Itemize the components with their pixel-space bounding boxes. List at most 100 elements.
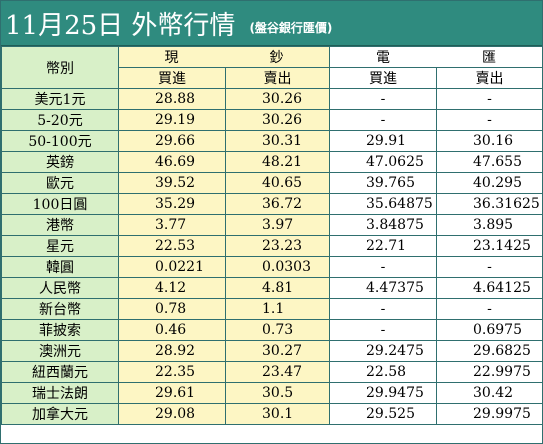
wire-buy-cell: 29.525 bbox=[329, 403, 437, 425]
cash-buy-cell: 0.46 bbox=[118, 319, 226, 341]
wire-sell-cell: 40.295 bbox=[436, 172, 543, 194]
table-row: 星元 22.53 23.23 22.71 23.1425 bbox=[1, 235, 543, 257]
table-row: 紐西蘭元 22.35 23.47 22.58 22.9975 bbox=[1, 361, 543, 383]
table-row: 菲披索 0.46 0.73-0.6975 bbox=[1, 319, 543, 341]
wire-group-label-1: 電 bbox=[376, 50, 390, 66]
page-title: 11月25日 外幣行情 bbox=[5, 10, 236, 41]
cash-sell-cell: 0.0303 bbox=[225, 256, 330, 278]
currency-name-cell: 100日圓 bbox=[1, 193, 119, 215]
wire-sell-header: 賣出 bbox=[436, 67, 543, 89]
cash-group-label-1: 現 bbox=[164, 50, 179, 66]
table-row: 5-20元 29.19 30.26- - bbox=[1, 109, 543, 131]
cash-group-label-2: 鈔 bbox=[269, 50, 284, 66]
cash-buy-cell: 46.69 bbox=[118, 151, 226, 173]
cash-sell-cell: 36.72 bbox=[225, 193, 330, 215]
wire-sell-cell: - bbox=[436, 88, 543, 110]
table-row: 新台幣 0.78 1.1- - bbox=[1, 298, 543, 320]
wire-buy-cell: 29.91 bbox=[329, 130, 437, 152]
wire-buy-cell: 29.9475 bbox=[329, 382, 437, 404]
table-row: 人民幣 4.12 4.81 4.47375 4.64125 bbox=[1, 277, 543, 299]
cash-sell-cell: 30.1 bbox=[225, 403, 330, 425]
wire-sell-cell: 36.31625 bbox=[436, 193, 543, 215]
currency-name-cell: 人民幣 bbox=[1, 277, 119, 299]
cash-group-header: 現鈔 bbox=[118, 46, 330, 68]
wire-buy-cell: - bbox=[329, 298, 437, 320]
currency-name-cell: 澳洲元 bbox=[1, 340, 119, 362]
cash-sell-cell: 30.26 bbox=[225, 88, 330, 110]
header-row-sub: 買進 賣出 買進 賣出 bbox=[2, 67, 543, 89]
table-row: 加拿大元 29.08 30.1 29.525 29.9975 bbox=[1, 403, 543, 425]
table-row: 美元1元 28.88 30.26- - bbox=[1, 88, 543, 110]
currency-name-cell: 韓圓 bbox=[1, 256, 119, 278]
wire-sell-cell: 23.1425 bbox=[436, 235, 543, 257]
header-row-groups: 幣別 現鈔 電匯 bbox=[1, 46, 543, 89]
wire-buy-cell: 39.765 bbox=[329, 172, 437, 194]
wire-sell-cell: 0.6975 bbox=[436, 319, 543, 341]
cash-buy-cell: 3.77 bbox=[118, 214, 226, 236]
currency-column-header: 幣別 bbox=[1, 46, 119, 89]
cash-buy-cell: 22.35 bbox=[118, 361, 226, 383]
wire-buy-cell: 3.84875 bbox=[329, 214, 437, 236]
currency-name-cell: 新台幣 bbox=[1, 298, 119, 320]
table-row: 澳洲元 28.92 30.27 29.2475 29.6825 bbox=[1, 340, 543, 362]
currency-name-cell: 50-100元 bbox=[1, 130, 119, 152]
cash-sell-cell: 23.23 bbox=[225, 235, 330, 257]
wire-sell-cell: 3.895 bbox=[436, 214, 543, 236]
wire-sell-cell: 30.42 bbox=[436, 382, 543, 404]
cash-sell-cell: 30.31 bbox=[225, 130, 330, 152]
wire-buy-cell: - bbox=[329, 109, 437, 131]
wire-group-label-2: 匯 bbox=[482, 50, 496, 66]
wire-buy-cell: 47.0625 bbox=[329, 151, 437, 173]
cash-buy-cell: 39.52 bbox=[118, 172, 226, 194]
wire-sell-cell: - bbox=[436, 256, 543, 278]
wire-sell-cell: 4.64125 bbox=[436, 277, 543, 299]
currency-name-cell: 歐元 bbox=[1, 172, 119, 194]
wire-buy-cell: 22.58 bbox=[329, 361, 437, 383]
currency-name-cell: 星元 bbox=[1, 235, 119, 257]
table-row: 韓圓 0.0221 0.0303- - bbox=[1, 256, 543, 278]
wire-buy-cell: - bbox=[329, 319, 437, 341]
exchange-rate-table: 幣別 現鈔 電匯 買進 賣出 買進 賣出 美元1元 28.88 30.26- -5-2… bbox=[1, 46, 543, 425]
cash-buy-cell: 22.53 bbox=[118, 235, 226, 257]
currency-name-cell: 瑞士法朗 bbox=[1, 382, 119, 404]
cash-buy-cell: 0.78 bbox=[118, 298, 226, 320]
cash-sell-cell: 4.81 bbox=[225, 277, 330, 299]
wire-buy-cell: - bbox=[329, 256, 437, 278]
wire-sell-cell: 29.6825 bbox=[436, 340, 543, 362]
wire-buy-cell: 4.47375 bbox=[329, 277, 437, 299]
cash-buy-header: 買進 bbox=[118, 67, 226, 89]
cash-buy-cell: 28.88 bbox=[118, 88, 226, 110]
table-row: 50-100元 29.66 30.31 29.91 30.16 bbox=[1, 130, 543, 152]
cash-sell-cell: 0.73 bbox=[225, 319, 330, 341]
cash-sell-cell: 30.5 bbox=[225, 382, 330, 404]
wire-buy-cell: 22.71 bbox=[329, 235, 437, 257]
cash-sell-cell: 3.97 bbox=[225, 214, 330, 236]
wire-buy-cell: 29.2475 bbox=[329, 340, 437, 362]
wire-sell-cell: 22.9975 bbox=[436, 361, 543, 383]
wire-group-header: 電匯 bbox=[329, 46, 543, 68]
cash-buy-cell: 29.61 bbox=[118, 382, 226, 404]
rate-table-body: 美元1元 28.88 30.26- -5-20元 29.19 30.26- -50-100元… bbox=[1, 88, 543, 425]
cash-buy-cell: 35.29 bbox=[118, 193, 226, 215]
table-row: 港幣 3.77 3.97 3.84875 3.895 bbox=[1, 214, 543, 236]
cash-sell-cell: 30.27 bbox=[225, 340, 330, 362]
cash-buy-cell: 28.92 bbox=[118, 340, 226, 362]
wire-buy-cell: 35.64875 bbox=[329, 193, 437, 215]
cash-buy-cell: 29.08 bbox=[118, 403, 226, 425]
currency-name-cell: 5-20元 bbox=[1, 109, 119, 131]
cash-sell-cell: 1.1 bbox=[225, 298, 330, 320]
wire-buy-header: 買進 bbox=[329, 67, 437, 89]
currency-name-cell: 英鎊 bbox=[1, 151, 119, 173]
page-subtitle: (盤谷銀行匯價) bbox=[249, 20, 333, 35]
cash-buy-cell: 29.19 bbox=[118, 109, 226, 131]
currency-name-cell: 美元1元 bbox=[1, 88, 119, 110]
table-row: 100日圓 35.29 36.72 35.64875 36.31625 bbox=[1, 193, 543, 215]
cash-buy-cell: 4.12 bbox=[118, 277, 226, 299]
wire-sell-cell: 29.9975 bbox=[436, 403, 543, 425]
wire-sell-cell: 47.655 bbox=[436, 151, 543, 173]
currency-name-cell: 菲披索 bbox=[1, 319, 119, 341]
cash-buy-cell: 29.66 bbox=[118, 130, 226, 152]
cash-sell-header: 賣出 bbox=[225, 67, 330, 89]
table-row: 瑞士法朗 29.61 30.5 29.9475 30.42 bbox=[1, 382, 543, 404]
